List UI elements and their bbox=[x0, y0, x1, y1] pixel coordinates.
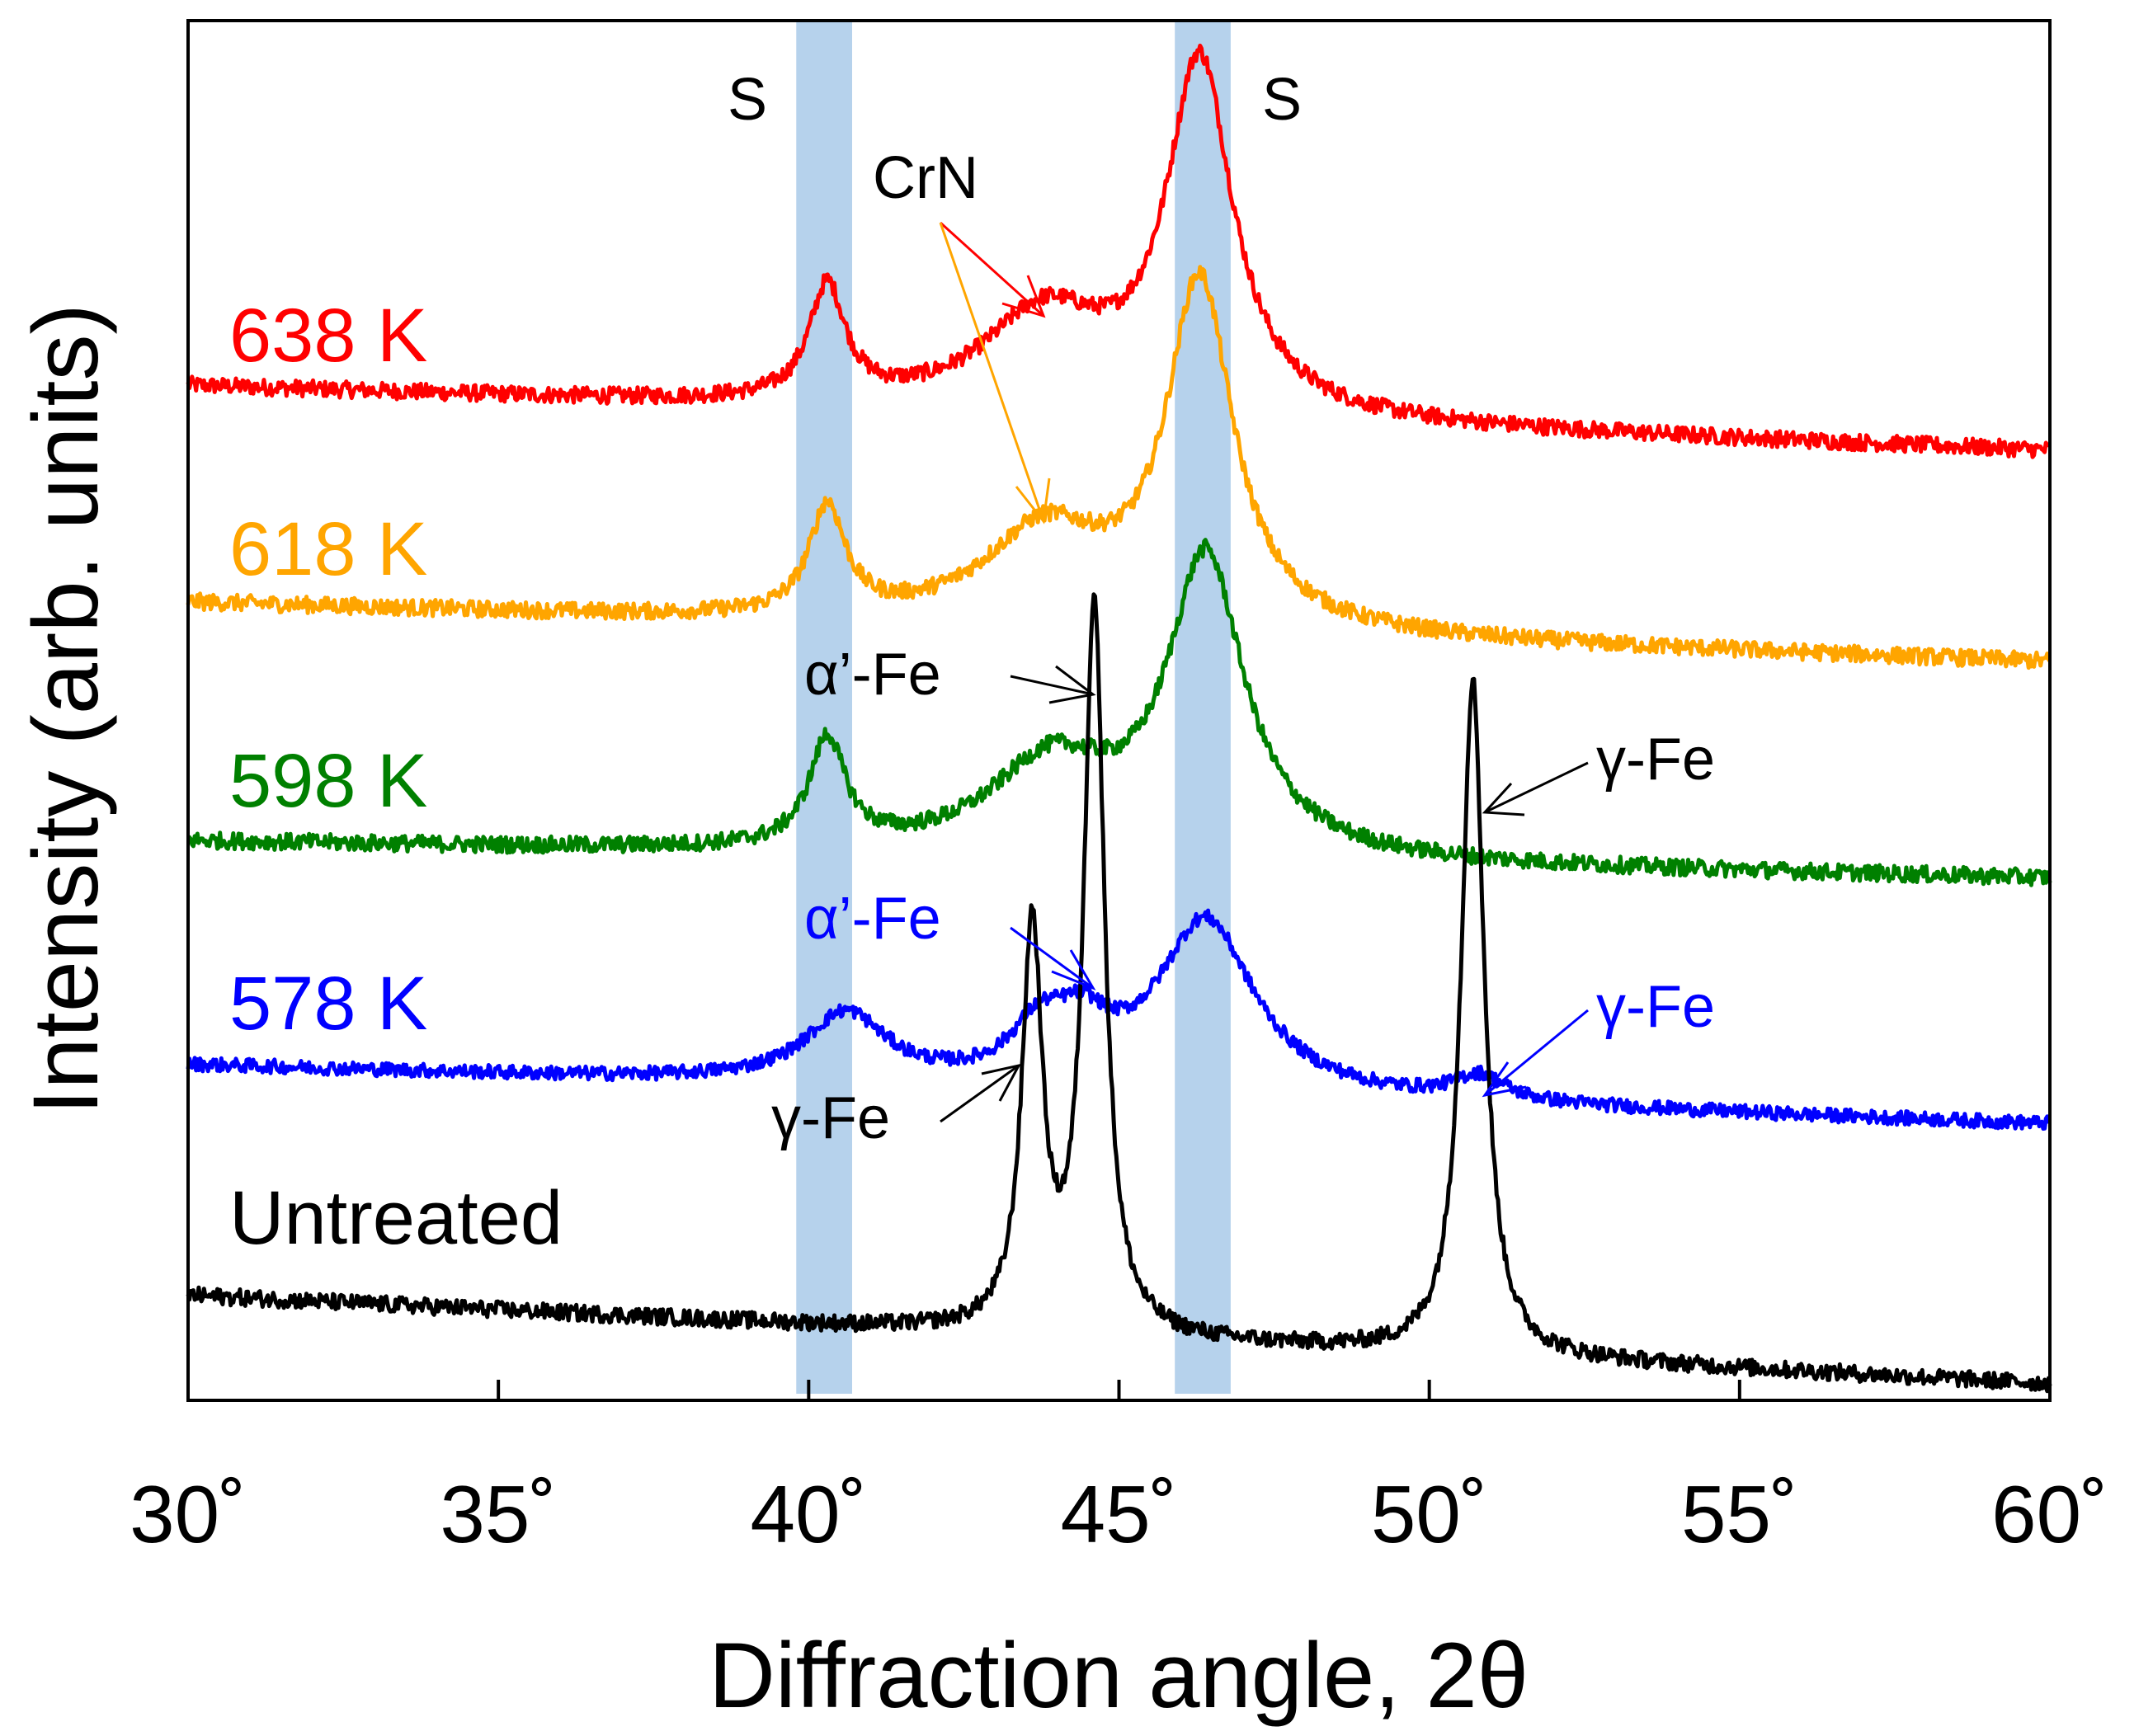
series-label-untreated: Untreated bbox=[229, 1176, 563, 1260]
x-tick-labels: 30˚ 35˚ 40˚ 45˚ 50˚ 55˚ 60˚ bbox=[130, 1469, 2108, 1560]
series-layer bbox=[186, 43, 2052, 1394]
x-tick-label-55: 55˚ bbox=[1681, 1469, 1798, 1560]
series-label-598k: 598 K bbox=[229, 739, 427, 823]
gamma-fe-arrowhead-blue-right bbox=[1482, 1061, 1527, 1098]
x-tick-label-60: 60˚ bbox=[1991, 1469, 2108, 1560]
series-label-578k: 578 K bbox=[229, 962, 427, 1046]
gamma-fe-label-black-right: γ-Fe bbox=[1596, 727, 1715, 793]
gamma-fe-arrowhead-black-left bbox=[981, 1063, 1021, 1102]
x-tick-label-40: 40˚ bbox=[751, 1469, 868, 1560]
series-label-638k: 638 K bbox=[229, 294, 427, 378]
series-line-638-k bbox=[186, 43, 2051, 459]
x-tick-label-35: 35˚ bbox=[440, 1469, 557, 1560]
band-s-2 bbox=[1175, 21, 1231, 1394]
alpha-fe-arrowhead-blue bbox=[1051, 949, 1096, 991]
alpha-fe-arrowhead-black bbox=[1048, 665, 1096, 704]
x-tick-label-45: 45˚ bbox=[1061, 1469, 1178, 1560]
gamma-fe-arrow-black-left bbox=[940, 1064, 1020, 1123]
gamma-fe-arrow-blue-right bbox=[1484, 1009, 1589, 1097]
series-line-618-k bbox=[186, 265, 2052, 670]
crn-arrow-red bbox=[939, 221, 1045, 318]
gamma-fe-label-blue-right: γ-Fe bbox=[1596, 974, 1715, 1040]
series-line-578-k bbox=[186, 908, 2052, 1131]
gamma-fe-label-black-left: γ-Fe bbox=[771, 1085, 890, 1151]
crn-arrowhead-red bbox=[1001, 275, 1046, 318]
gamma-fe-arrow-black-right bbox=[1484, 761, 1589, 814]
x-tick-label-30: 30˚ bbox=[130, 1469, 247, 1560]
s-label-left: S bbox=[728, 67, 767, 133]
y-axis-title: Intensity (arb. units) bbox=[14, 303, 117, 1115]
x-tick-label-50: 50˚ bbox=[1371, 1469, 1488, 1560]
alpha-fe-arrow-black bbox=[1010, 675, 1094, 696]
series-line-598-k bbox=[186, 538, 2052, 887]
alpha-fe-label-black: α’-Fe bbox=[804, 642, 941, 708]
crn-arrowhead-orange bbox=[1015, 478, 1051, 525]
x-ticks bbox=[497, 1380, 1741, 1400]
s-phase-bands bbox=[796, 21, 1231, 1394]
alpha-fe-arrow-blue bbox=[1010, 926, 1094, 990]
s-label-right: S bbox=[1262, 67, 1302, 133]
alpha-fe-label-blue: α’-Fe bbox=[804, 886, 941, 952]
crn-label: CrN bbox=[873, 145, 978, 211]
x-axis-title: Diffraction angle, 2θ bbox=[709, 1624, 1529, 1727]
series-label-618k: 618 K bbox=[229, 507, 427, 591]
crn-arrow-orange bbox=[939, 222, 1045, 522]
gamma-fe-arrowhead-black-right bbox=[1482, 782, 1525, 816]
band-s-1 bbox=[796, 21, 852, 1394]
series-line-untreated bbox=[186, 592, 2052, 1394]
